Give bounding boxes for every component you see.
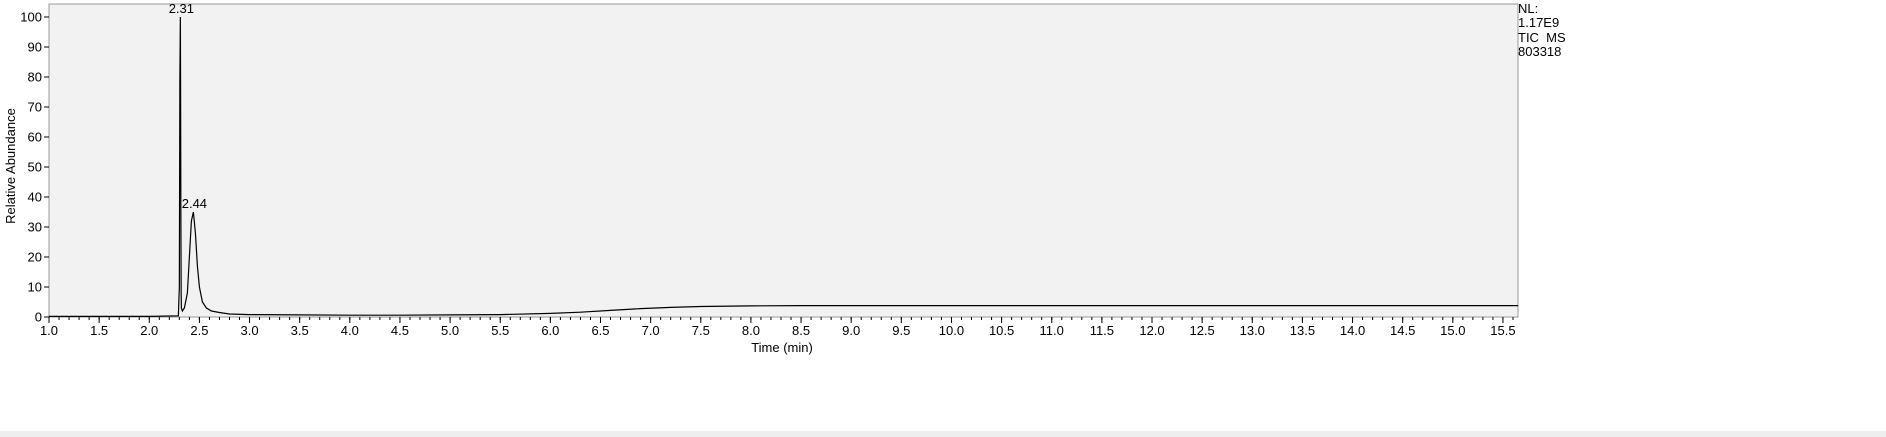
x-tick-label: 7.5 [692,323,710,338]
y-tick-label: 0 [35,310,42,325]
info-block: NL: 1.17E9 TIC MS 803318 [1518,1,1566,59]
x-axis: 1.0 1.5 2.0 2.5 3.0 3.5 4.0 4.5 5.0 5.5 6.0 6.5 7.0 7… [40,317,1516,338]
x-tick-label: 5.5 [491,323,509,338]
file-id: 803318 [1518,44,1561,59]
x-axis-title: Time (min) [751,340,813,355]
y-axis: 0 10 20 30 40 50 60 70 80 90 100 [20,10,49,325]
x-tick-label: 8.5 [792,323,810,338]
x-tick-label: 15.0 [1440,323,1465,338]
x-tick-label: 13.5 [1290,323,1315,338]
x-tick-label: 12.0 [1139,323,1164,338]
x-tick-label: 14.5 [1390,323,1415,338]
x-tick-label: 3.0 [241,323,259,338]
x-tick-label: 1.5 [90,323,108,338]
x-tick-label: 2.5 [190,323,208,338]
x-tick-label: 6.5 [591,323,609,338]
x-tick-label: 14.0 [1340,323,1365,338]
peak-label: 2.44 [182,196,207,211]
x-tick-label: 9.5 [892,323,910,338]
x-tick-label: 15.5 [1490,323,1515,338]
y-tick-label: 50 [28,160,42,175]
peak-label: 2.31 [169,1,194,16]
y-tick-label: 10 [28,280,42,295]
y-tick-label: 20 [28,250,42,265]
y-tick-label: 100 [20,10,42,25]
tic-trace-line [49,16,1518,317]
x-tick-label: 11.5 [1090,323,1114,338]
y-tick-label: 40 [28,190,42,205]
x-tick-label: 1.0 [40,323,58,338]
x-tick-label: 6.0 [541,323,559,338]
trace-type: TIC MS [1518,30,1566,45]
x-tick-label: 10.0 [939,323,964,338]
x-tick-label: 4.0 [341,323,359,338]
y-tick-label: 80 [28,70,42,85]
y-tick-label: 30 [28,220,42,235]
x-tick-label: 2.0 [140,323,158,338]
bottom-strip [0,431,1886,437]
x-tick-label: 5.0 [441,323,459,338]
x-tick-label: 12.5 [1189,323,1214,338]
x-tick-label: 10.5 [989,323,1014,338]
plot-area [48,3,1519,318]
x-tick-label: 4.5 [391,323,409,338]
y-tick-label: 90 [28,40,42,55]
y-tick-label: 70 [28,100,42,115]
y-axis-title: Relative Abundance [3,108,18,224]
x-tick-label: 8.0 [742,323,760,338]
x-tick-label: 3.5 [291,323,309,338]
nl-value: 1.17E9 [1518,15,1559,30]
peak-annotations: 2.31 2.44 [169,1,207,211]
x-tick-label: 7.0 [642,323,660,338]
x-tick-label: 11.0 [1040,323,1064,338]
x-tick-label: 13.0 [1240,323,1265,338]
x-tick-label: 9.0 [842,323,860,338]
y-tick-label: 60 [28,130,42,145]
nl-label: NL: [1518,1,1538,16]
